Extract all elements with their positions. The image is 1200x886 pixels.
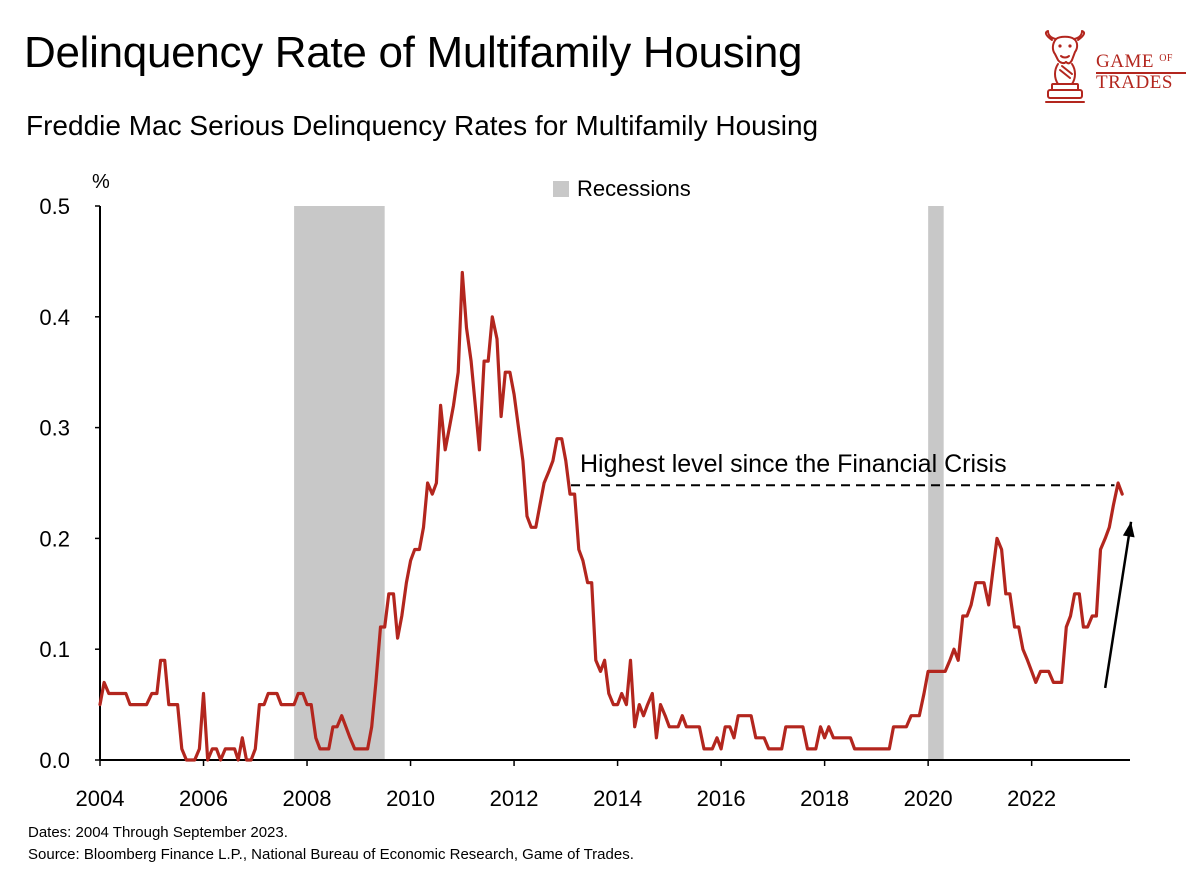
trend-arrow-shaft	[1103, 521, 1133, 689]
annotation-layer: Highest level since the Financial Crisis	[571, 450, 1135, 689]
logo-rule	[1096, 72, 1186, 74]
bull-knight-chess-piece-icon	[1044, 30, 1086, 103]
recession-band-1	[294, 206, 385, 760]
y-tick-label: 0.2	[39, 526, 70, 551]
page-subtitle: Freddie Mac Serious Delinquency Rates fo…	[26, 110, 819, 141]
legend-swatch-recessions	[553, 181, 569, 197]
x-tick-label: 2018	[800, 786, 849, 811]
x-tick-label: 2014	[593, 786, 642, 811]
page-title: Delinquency Rate of Multifamily Housing	[24, 28, 803, 77]
x-tick-label: 2012	[490, 786, 539, 811]
trend-arrow-head	[1122, 521, 1135, 538]
legend-layer: Recessions	[553, 176, 691, 201]
y-tick-label: 0.0	[39, 748, 70, 773]
logo-word-trades: Trades	[1096, 72, 1173, 93]
delinquency-rate-line	[98, 270, 1124, 762]
x-tick-label: 2016	[697, 786, 746, 811]
logo-word-game: Game	[1096, 51, 1154, 72]
recession-band-2	[928, 206, 944, 760]
delinquency-line-chart: 0.0 0.1 0.2 0.3 0.4 0.5% 2004 2006 2008 2010 2012 2…	[39, 171, 1135, 811]
x-tick-label: 2006	[179, 786, 228, 811]
highest-level-annotation: Highest level since the Financial Crisis	[580, 450, 1007, 478]
series-layer	[98, 270, 1124, 762]
y-tick-label: 0.3	[39, 416, 70, 441]
x-tick-label: 2010	[386, 786, 435, 811]
x-tick-label: 2008	[283, 786, 332, 811]
x-tick-label: 2020	[904, 786, 953, 811]
x-tick-label: 2022	[1007, 786, 1056, 811]
footnote-dates: Dates: 2004 Through September 2023.	[28, 824, 288, 841]
y-tick-label: 0.1	[39, 637, 70, 662]
x-tick-label: 2004	[76, 786, 125, 811]
axes-layer: 0.0 0.1 0.2 0.3 0.4 0.5% 2004 2006 2008 2010 2012 2…	[39, 171, 1130, 811]
y-tick-label: 0.5	[39, 194, 70, 219]
legend-label-recessions: Recessions	[577, 176, 691, 201]
logo-word-of: of	[1159, 53, 1173, 64]
recession-shading-layer	[294, 206, 944, 760]
y-axis-unit-label: %	[92, 171, 110, 193]
footnote-source: Source: Bloomberg Finance L.P., National…	[28, 846, 634, 863]
y-tick-label: 0.4	[39, 305, 70, 330]
brand-logo: Game of Trades	[1038, 30, 1188, 106]
